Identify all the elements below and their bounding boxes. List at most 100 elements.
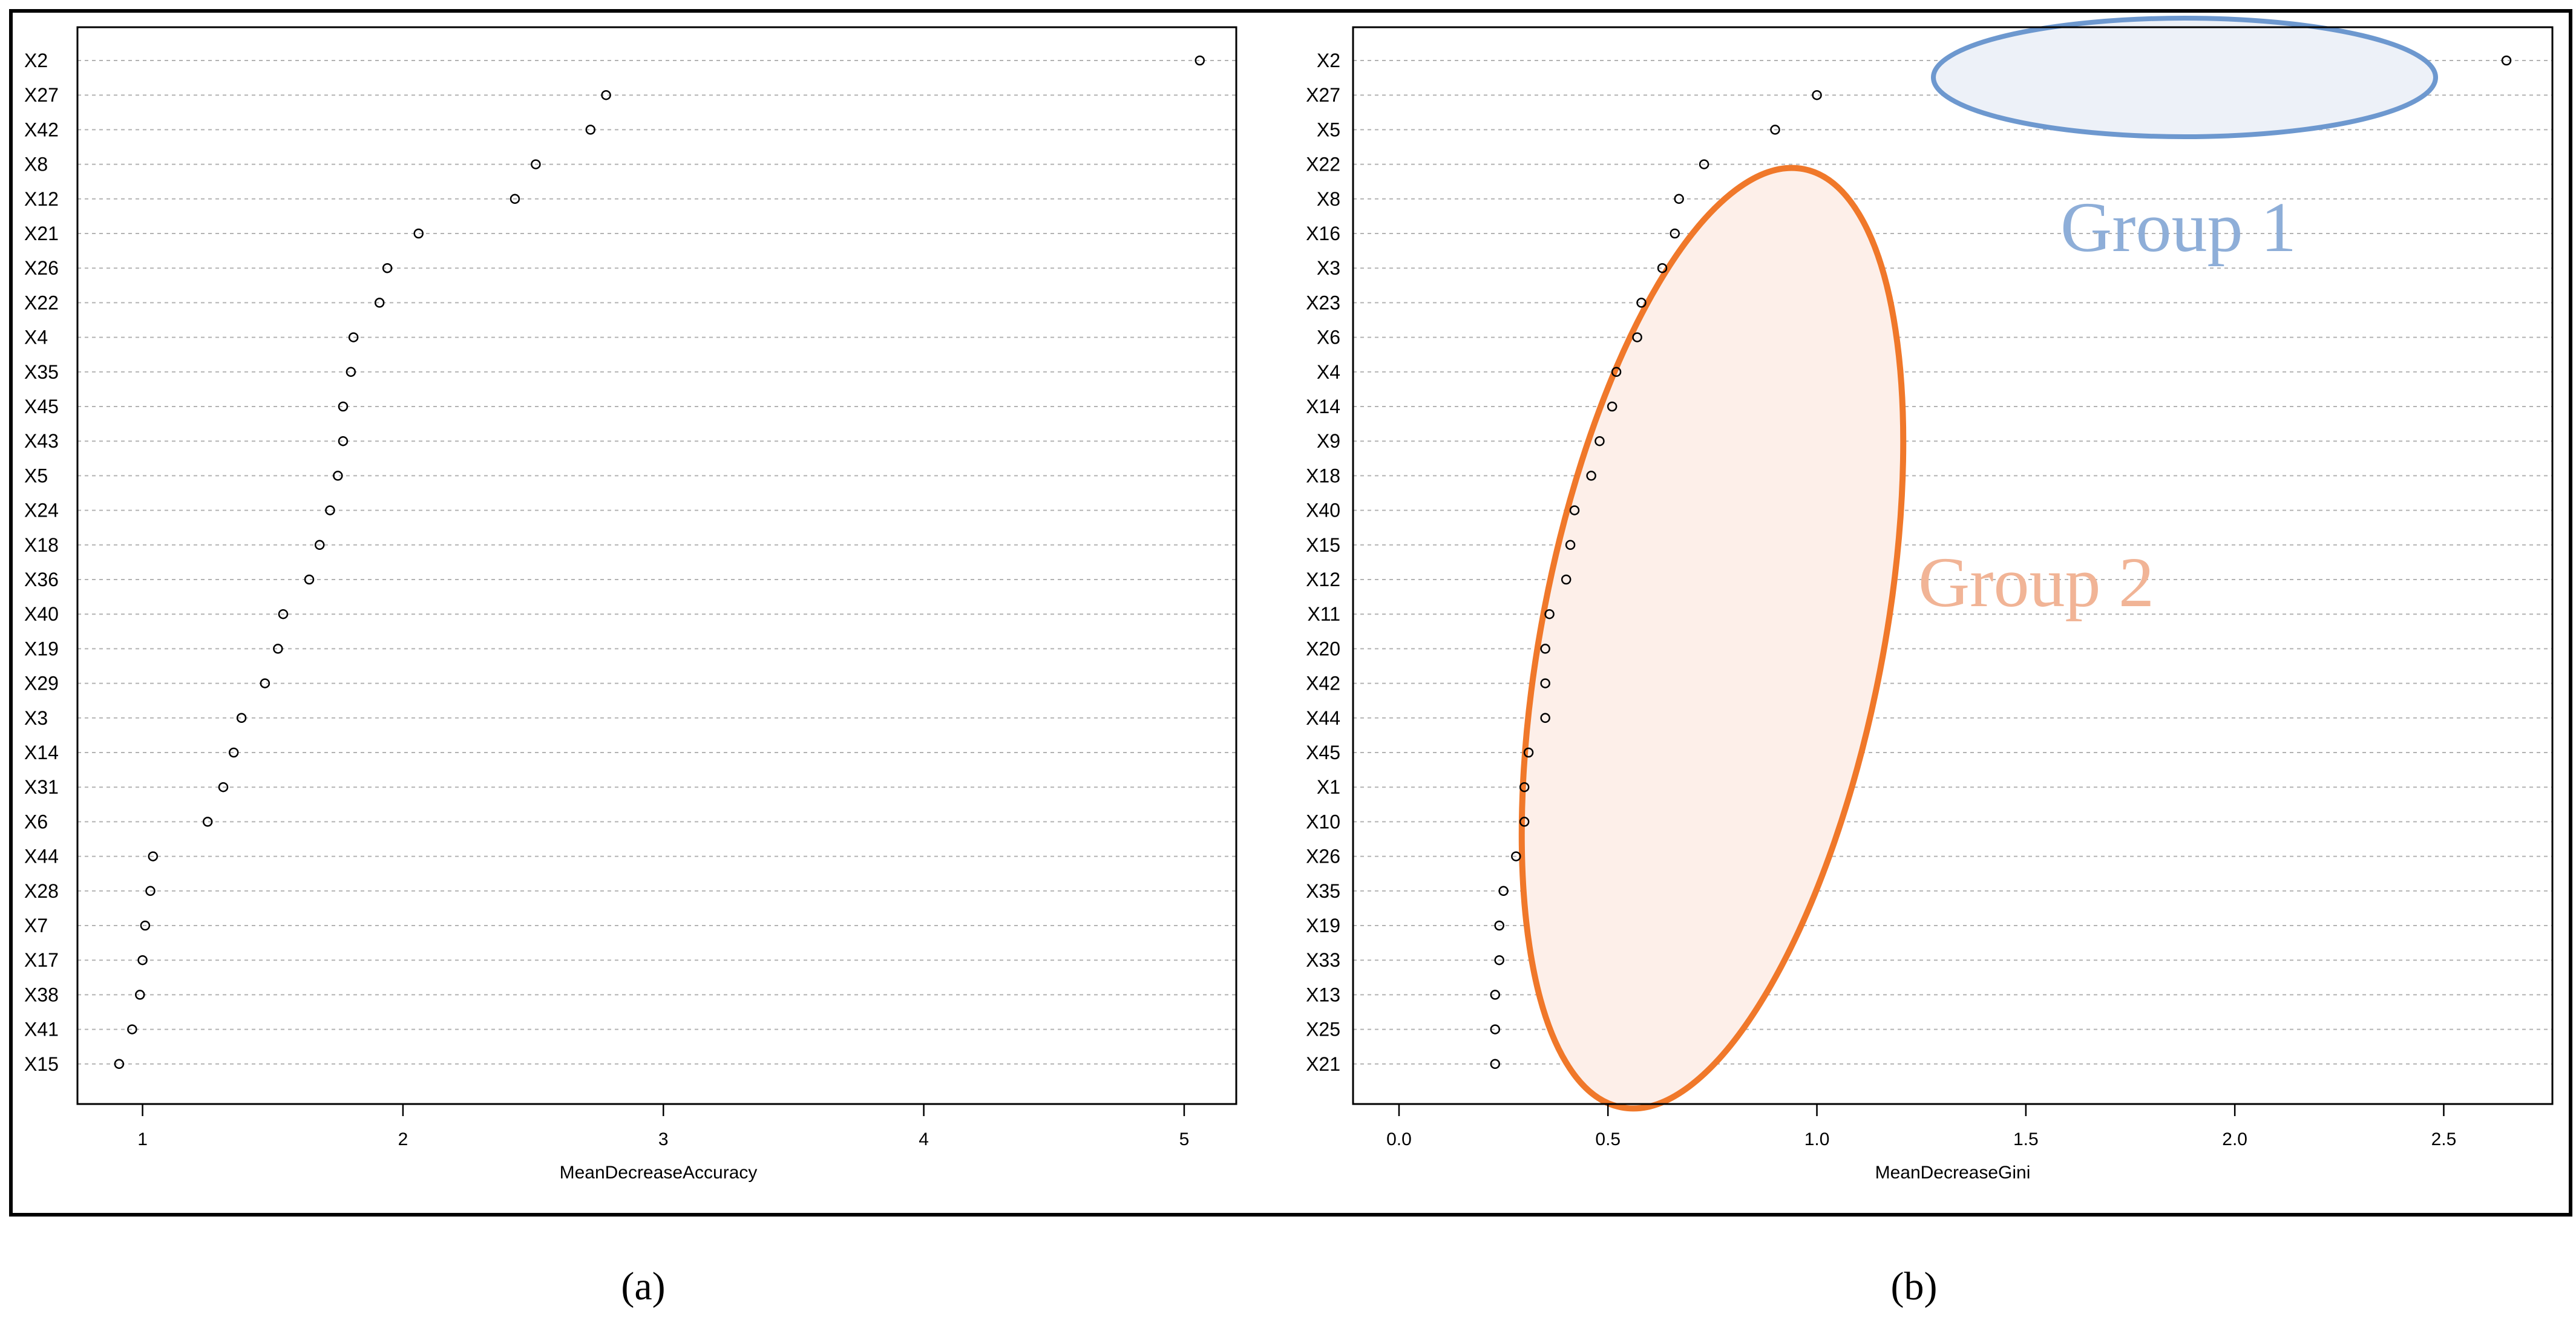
data-point-x26 <box>382 263 393 273</box>
row-label-x18: X18 <box>1306 465 1340 486</box>
row-label-x3: X3 <box>24 707 48 729</box>
row-label-x4: X4 <box>24 327 48 348</box>
data-point-x40 <box>1569 505 1580 515</box>
data-point-x15 <box>114 1059 125 1070</box>
data-point-x2 <box>1195 55 1205 66</box>
row-label-x27: X27 <box>1306 84 1340 106</box>
data-point-x12 <box>1561 574 1571 585</box>
x-tick-label: 2.0 <box>2222 1129 2247 1149</box>
row-label-x31: X31 <box>24 776 59 798</box>
data-point-x5 <box>333 471 343 481</box>
row-label-x17: X17 <box>24 949 59 971</box>
data-point-x21 <box>413 228 424 239</box>
data-point-x45 <box>338 401 349 412</box>
data-point-x42 <box>585 125 596 135</box>
row-label-x2: X2 <box>24 50 48 71</box>
row-label-x24: X24 <box>24 500 59 521</box>
grid-lines-a <box>77 60 1236 1065</box>
data-point-x18 <box>1586 471 1596 481</box>
x-ticks-a: 1 2 3 4 5 <box>137 1104 1189 1149</box>
data-point-x24 <box>325 505 335 515</box>
data-point-x35 <box>346 367 356 377</box>
data-point-x23 <box>1636 298 1647 308</box>
data-point-x18 <box>314 540 325 550</box>
x-tick-label: 5 <box>1179 1129 1190 1149</box>
row-label-x14: X14 <box>24 742 59 763</box>
data-point-x14 <box>1607 401 1617 412</box>
data-point-x40 <box>278 609 289 619</box>
row-label-x18: X18 <box>24 534 59 556</box>
data-point-x3 <box>1657 263 1668 273</box>
row-label-x36: X36 <box>24 569 59 590</box>
row-label-x38: X38 <box>24 984 59 1005</box>
data-point-x10 <box>1519 817 1530 827</box>
figure-outer-frame <box>9 9 2572 1217</box>
data-point-x7 <box>140 920 151 931</box>
row-label-x35: X35 <box>1306 880 1340 902</box>
row-label-x21: X21 <box>24 223 59 244</box>
row-label-x12: X12 <box>24 188 59 210</box>
data-point-x22 <box>374 298 385 308</box>
row-label-x25: X25 <box>1306 1019 1340 1040</box>
x-tick-label: 2 <box>398 1129 408 1149</box>
panel-a-caption: (a) <box>621 1264 665 1308</box>
row-label-x22: X22 <box>24 292 59 313</box>
group-1-ellipse <box>1931 16 2438 139</box>
data-point-x28 <box>145 886 156 897</box>
row-label-x6: X6 <box>1317 327 1340 348</box>
data-point-x19 <box>273 644 283 654</box>
row-label-x2: X2 <box>1317 50 1340 71</box>
x-tick-label: 0.5 <box>1595 1129 1621 1149</box>
data-point-x3 <box>236 713 247 724</box>
row-label-x42: X42 <box>1306 673 1340 694</box>
data-point-x25 <box>1490 1024 1501 1034</box>
x-tick-label: 0.0 <box>1386 1129 1412 1149</box>
plot-frame-b <box>1352 26 2554 1105</box>
data-points-b <box>1490 55 2512 1070</box>
row-label-x12: X12 <box>1306 569 1340 590</box>
data-point-x16 <box>1670 228 1680 239</box>
data-point-x14 <box>228 747 239 758</box>
x-tick-label: 1 <box>137 1129 148 1149</box>
row-label-x44: X44 <box>24 846 59 867</box>
row-label-x35: X35 <box>24 361 59 383</box>
row-label-x23: X23 <box>1306 292 1340 313</box>
row-label-x10: X10 <box>1306 811 1340 832</box>
data-point-x19 <box>1494 920 1504 931</box>
data-point-x1 <box>1519 782 1530 792</box>
x-tick-label: 2.5 <box>2431 1129 2457 1149</box>
row-label-x45: X45 <box>24 396 59 417</box>
group-2-label: Group 2 <box>1918 543 2154 622</box>
panel-b-caption: (b) <box>1891 1264 1938 1308</box>
data-point-x38 <box>135 990 145 1000</box>
data-point-x13 <box>1490 990 1501 1000</box>
data-point-x44 <box>1540 713 1550 724</box>
data-point-x17 <box>137 955 148 965</box>
data-point-x9 <box>1594 436 1605 446</box>
row-label-x16: X16 <box>1306 223 1340 244</box>
x-ticks-b: 0.0 0.5 1.0 1.5 2.0 2.5 <box>1386 1104 2456 1149</box>
data-point-x11 <box>1544 609 1555 619</box>
data-point-x33 <box>1494 955 1504 965</box>
data-point-x2 <box>2501 55 2512 66</box>
row-label-x7: X7 <box>24 915 48 936</box>
row-label-x15: X15 <box>24 1053 59 1075</box>
data-point-x4 <box>1611 367 1622 377</box>
data-point-x6 <box>1632 332 1642 342</box>
row-label-x29: X29 <box>24 673 59 694</box>
data-points-a <box>114 55 1205 1070</box>
row-label-x14: X14 <box>1306 396 1340 417</box>
x-axis-label-b: MeanDecreaseGini <box>1875 1163 2031 1183</box>
row-label-x8: X8 <box>1317 188 1340 210</box>
data-point-x15 <box>1565 540 1576 550</box>
data-point-x35 <box>1498 886 1509 897</box>
row-label-x41: X41 <box>24 1019 59 1040</box>
row-label-x26: X26 <box>24 257 59 279</box>
row-label-x13: X13 <box>1306 984 1340 1005</box>
row-label-x33: X33 <box>1306 949 1340 971</box>
row-label-x40: X40 <box>24 603 59 625</box>
data-point-x21 <box>1490 1059 1501 1070</box>
row-label-x28: X28 <box>24 880 59 902</box>
panel-a: X2X27X42X8X12X21X26X22X4X35X45X43X5X24X1… <box>24 26 1237 1183</box>
row-label-x20: X20 <box>1306 638 1340 659</box>
